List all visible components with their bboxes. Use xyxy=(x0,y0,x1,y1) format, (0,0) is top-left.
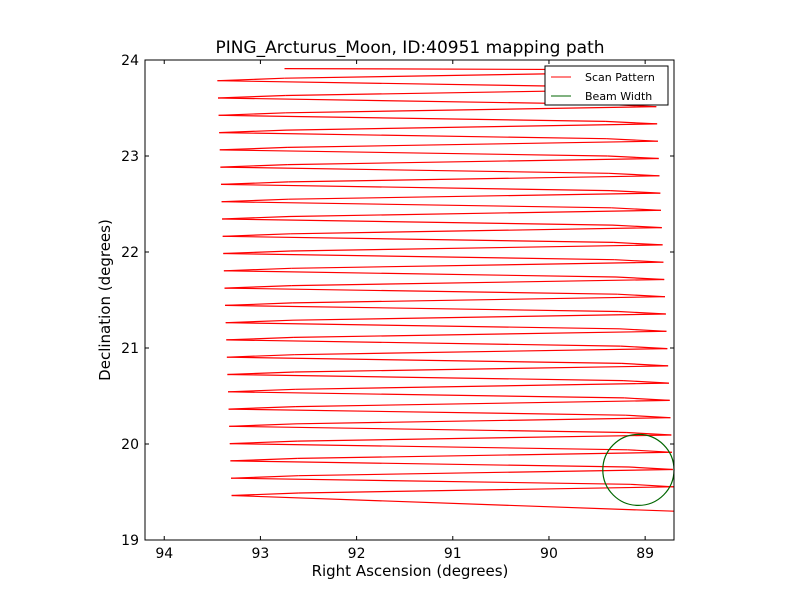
chart-title: PING_Arcturus_Moon, ID:40951 mapping pat… xyxy=(215,38,604,58)
scan-path-segment xyxy=(223,270,617,278)
scan-path-segment xyxy=(219,132,607,140)
scan-path-segment xyxy=(221,201,612,209)
plot-frame xyxy=(144,59,675,541)
legend: Scan Pattern Beam Width xyxy=(544,65,669,106)
y-tick-label: 19 xyxy=(121,533,139,549)
x-tick-label: 94 xyxy=(155,546,173,562)
x-tick-label: 90 xyxy=(540,546,558,562)
scan-path-segment xyxy=(229,443,628,451)
y-axis-ticks: 19 20 21 22 23 24 xyxy=(121,53,674,549)
y-tick-label: 24 xyxy=(121,53,139,69)
x-axis-ticks: 94 93 92 91 90 89 xyxy=(155,60,654,562)
scan-path-segment xyxy=(218,114,606,122)
scan-path-segment xyxy=(297,451,673,459)
scan-path-segment xyxy=(295,382,669,390)
scan-path-segment xyxy=(225,322,620,330)
scan-path-segment xyxy=(297,434,672,442)
scan-path-segment xyxy=(292,296,666,304)
scan-path-segment xyxy=(231,494,675,512)
y-tick-label: 22 xyxy=(121,245,139,261)
scan-path-segment xyxy=(230,477,631,485)
scan-path-segment xyxy=(293,330,667,338)
scan-path-segment xyxy=(227,373,624,382)
scan-path-segment xyxy=(287,140,658,148)
x-tick-label: 92 xyxy=(348,546,366,562)
scan-path-segment xyxy=(226,356,622,364)
scan-path-segment xyxy=(227,391,625,399)
scan-path-segment xyxy=(286,123,658,131)
x-axis-label: Right Ascension (degrees) xyxy=(312,562,509,580)
scan-path-segment xyxy=(217,97,605,105)
scan-path-segment xyxy=(231,492,299,497)
scan-path-segment xyxy=(294,348,668,356)
scan-path-segment xyxy=(291,261,664,269)
scan-path-segment xyxy=(223,252,615,261)
scan-path-segment xyxy=(298,468,673,477)
legend-beam-label: Beam Width xyxy=(585,90,652,103)
scan-path-segment xyxy=(291,278,665,287)
scan-path-segment xyxy=(220,166,609,174)
scan-path-segment xyxy=(285,106,657,114)
scan-path-segment xyxy=(228,408,626,416)
scan-path-segment xyxy=(294,365,669,373)
y-tick-label: 23 xyxy=(121,149,139,165)
y-tick-label: 20 xyxy=(121,437,139,453)
scan-path-segment xyxy=(222,235,614,243)
scan-path-segment xyxy=(220,183,611,192)
scan-path-segment xyxy=(289,209,662,218)
scan-path-segment xyxy=(287,157,659,166)
scan-path-segment xyxy=(288,175,660,183)
scan-path-segment xyxy=(290,227,662,235)
scan-path-segment xyxy=(290,244,663,252)
legend-box xyxy=(544,65,669,106)
plot-background xyxy=(145,60,674,540)
y-axis-label: Declination (degrees) xyxy=(96,219,114,381)
scan-path-segment xyxy=(292,313,666,321)
legend-scan-label: Scan Pattern xyxy=(585,71,655,84)
y-tick-label: 21 xyxy=(121,341,139,357)
scan-path-segment xyxy=(224,287,618,295)
scan-path-segment xyxy=(296,417,671,425)
x-tick-label: 93 xyxy=(252,546,270,562)
scan-path-segment xyxy=(288,192,661,200)
x-tick-label: 91 xyxy=(444,546,462,562)
scan-path-segment xyxy=(230,460,630,468)
scan-path-segment xyxy=(222,218,613,226)
scan-path-segment xyxy=(229,425,627,434)
scan-path-segment xyxy=(219,149,608,157)
scan-path-segment xyxy=(298,486,674,494)
scan-path-segment xyxy=(217,80,604,88)
x-tick-label: 89 xyxy=(636,546,654,562)
scan-path-segment xyxy=(295,399,670,408)
scan-path-segment xyxy=(226,339,621,347)
scan-path-segment xyxy=(225,304,619,313)
